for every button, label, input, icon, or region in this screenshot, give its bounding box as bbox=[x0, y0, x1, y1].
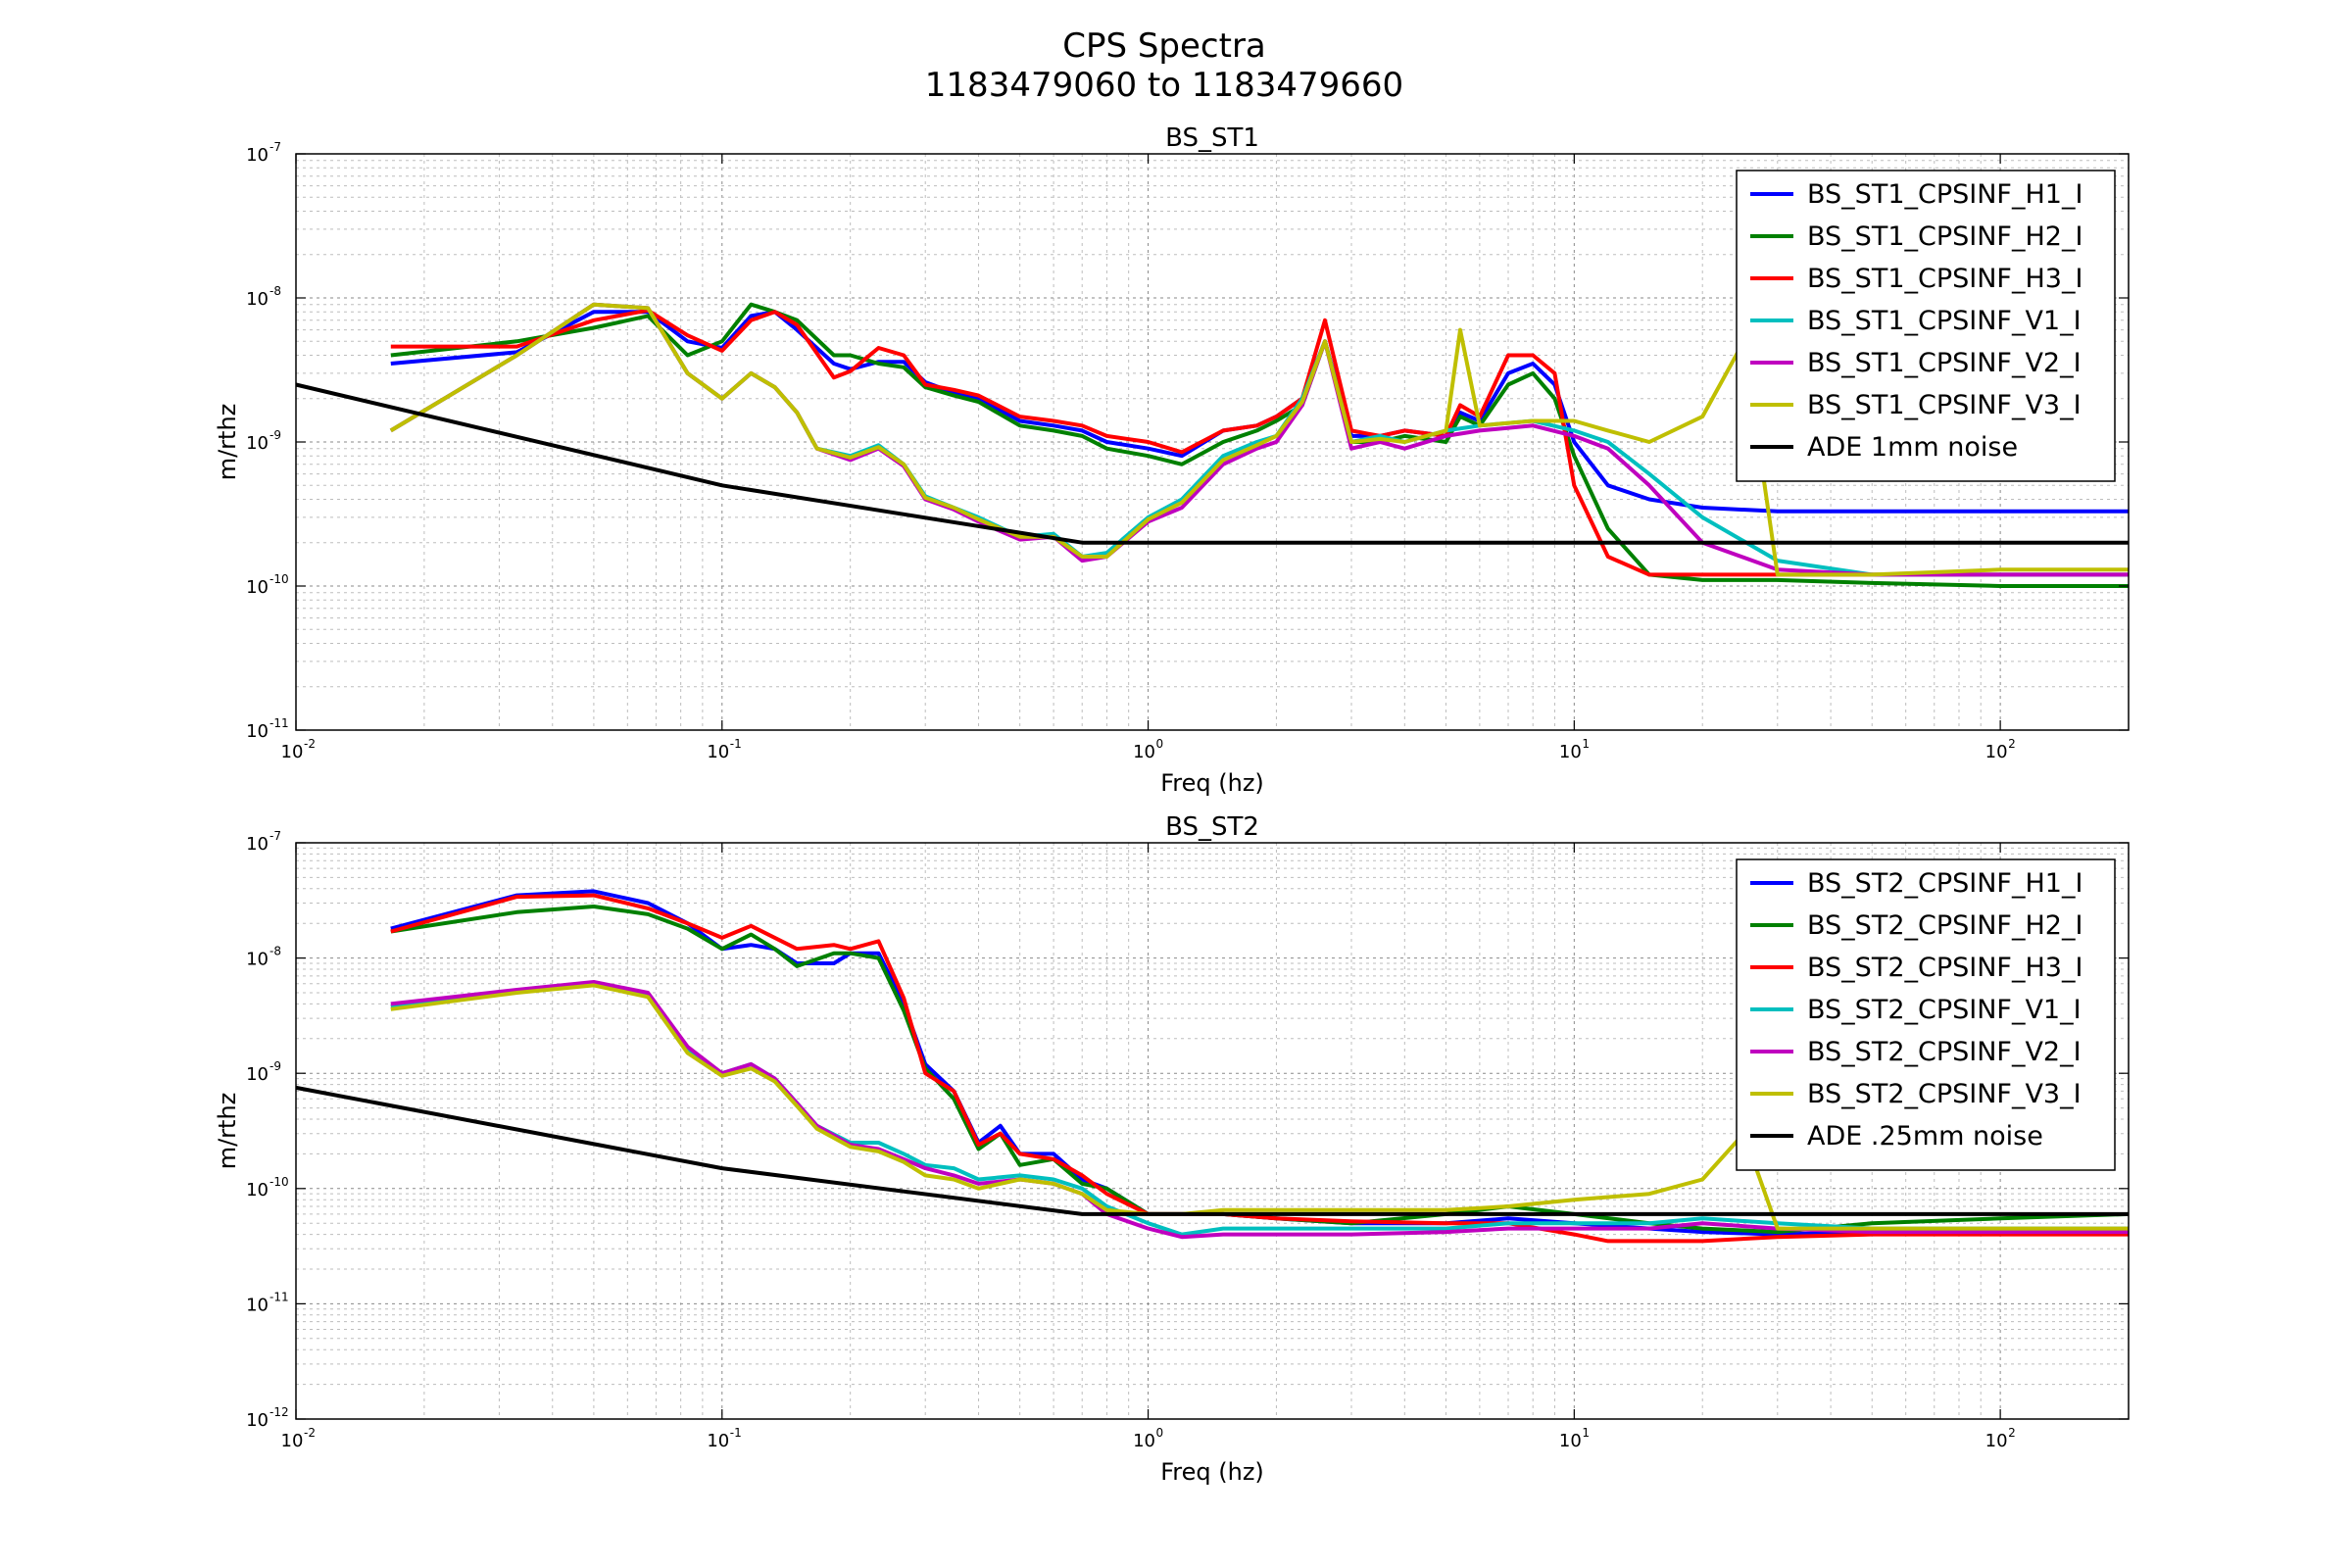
x-tick-label-exponent: 1 bbox=[1582, 737, 1590, 751]
y-tick-label-exponent: -7 bbox=[270, 829, 281, 843]
x-tick-label: 10 bbox=[707, 742, 729, 762]
x-tick-label: 10 bbox=[281, 742, 304, 762]
y-tick-label: 10 bbox=[246, 834, 269, 855]
series-line-bs-st2-cpsinf-v3-i bbox=[390, 983, 2129, 1231]
y-tick-label: 10 bbox=[246, 950, 269, 970]
x-tick-label-exponent: 0 bbox=[1156, 737, 1164, 751]
legend-label-bs-st2-cpsinf-h1-i: BS_ST2_CPSINF_H1_I bbox=[1807, 868, 2082, 899]
legend: BS_ST1_CPSINF_H1_I BS_ST1_CPSINF_H2_I BS_S… bbox=[1736, 170, 2116, 482]
y-tick-label: 10 bbox=[246, 1064, 269, 1085]
legend-label-bs-st2-cpsinf-v1-i: BS_ST2_CPSINF_V1_I bbox=[1807, 995, 2082, 1025]
x-tick-label: 10 bbox=[707, 1431, 729, 1451]
legend-label-bs-st2-cpsinf-h3-i: BS_ST2_CPSINF_H3_I bbox=[1807, 953, 2082, 983]
y-tick-label-exponent: -8 bbox=[270, 945, 281, 958]
subplot-title: BS_ST2 bbox=[1165, 812, 1259, 842]
series-line-bs-st2-cpsinf-h3-i bbox=[390, 893, 2129, 1244]
y-tick-label-exponent: -9 bbox=[270, 1059, 281, 1073]
x-tick-label: 10 bbox=[1985, 1431, 2008, 1451]
y-tick-label: 10 bbox=[246, 1180, 269, 1200]
x-tick-label-exponent: 1 bbox=[1582, 1426, 1590, 1440]
legend-label-ade-1mm-noise: ADE 1mm noise bbox=[1807, 432, 2018, 463]
x-tick-label-exponent: -1 bbox=[730, 1426, 742, 1440]
y-tick-label-exponent: -7 bbox=[270, 140, 281, 154]
x-tick-label-exponent: 2 bbox=[2008, 737, 2016, 751]
x-tick-label: 10 bbox=[1559, 1431, 1582, 1451]
series-line-bs-st2-cpsinf-h2-i bbox=[390, 905, 2130, 1235]
legend-box bbox=[1736, 858, 2116, 1171]
legend-label-bs-st2-cpsinf-v2-i: BS_ST2_CPSINF_V2_I bbox=[1807, 1037, 2082, 1067]
y-tick-label: 10 bbox=[246, 577, 269, 598]
figure-title: CPS Spectra bbox=[1062, 26, 1266, 66]
y-tick-label-exponent: -9 bbox=[270, 428, 281, 442]
axes-frame bbox=[295, 842, 2130, 1420]
x-tick-label-exponent: 2 bbox=[2008, 1426, 2016, 1440]
y-tick-label-exponent: -11 bbox=[270, 1290, 289, 1303]
x-tick-label-exponent: 0 bbox=[1156, 1426, 1164, 1440]
series-line-bs-st1-cpsinf-v3-i bbox=[389, 302, 2129, 577]
legend-label-bs-st1-cpsinf-v3-i: BS_ST1_CPSINF_V3_I bbox=[1807, 390, 2082, 420]
series-group bbox=[295, 302, 2129, 588]
legend-label-bs-st1-cpsinf-v1-i: BS_ST1_CPSINF_V1_I bbox=[1807, 306, 2082, 336]
legend-label-bs-st1-cpsinf-h1-i: BS_ST1_CPSINF_H1_I bbox=[1807, 179, 2082, 210]
subplot-title: BS_ST1 bbox=[1165, 123, 1259, 153]
figure-subtitle: 1183479060 to 1183479660 bbox=[925, 66, 1403, 105]
y-tick-label-exponent: -12 bbox=[270, 1405, 289, 1419]
y-tick-label-exponent: -10 bbox=[270, 1175, 289, 1189]
y-axis-label: m/rthz bbox=[214, 1093, 241, 1170]
legend-label-ade-25mm-noise: ADE .25mm noise bbox=[1807, 1121, 2043, 1152]
x-tick-label-exponent: -1 bbox=[730, 737, 742, 751]
legend-label-bs-st2-cpsinf-h2-i: BS_ST2_CPSINF_H2_I bbox=[1807, 910, 2082, 941]
legend-label-bs-st2-cpsinf-v3-i: BS_ST2_CPSINF_V3_I bbox=[1807, 1079, 2082, 1109]
y-axis-label: m/rthz bbox=[214, 404, 241, 481]
y-tick-label: 10 bbox=[246, 289, 269, 310]
y-tick-label: 10 bbox=[246, 1410, 269, 1431]
x-axis-label: Freq (hz) bbox=[1160, 1458, 1264, 1486]
y-tick-label-exponent: -10 bbox=[270, 572, 289, 586]
x-axis-label: Freq (hz) bbox=[1160, 769, 1264, 797]
x-tick-label: 10 bbox=[1133, 1431, 1155, 1451]
legend-label-bs-st1-cpsinf-v2-i: BS_ST1_CPSINF_V2_I bbox=[1807, 348, 2082, 378]
legend-box bbox=[1736, 170, 2116, 482]
x-tick-label: 10 bbox=[1133, 742, 1155, 762]
y-tick-label: 10 bbox=[246, 433, 269, 454]
x-tick-label: 10 bbox=[281, 1431, 304, 1451]
x-tick-label: 10 bbox=[1985, 742, 2008, 762]
x-tick-label-exponent: -2 bbox=[304, 737, 316, 751]
y-tick-label: 10 bbox=[246, 1295, 269, 1315]
y-tick-label-exponent: -8 bbox=[270, 284, 281, 298]
x-tick-label: 10 bbox=[1559, 742, 1582, 762]
legend-label-bs-st1-cpsinf-h2-i: BS_ST1_CPSINF_H2_I bbox=[1807, 221, 2082, 252]
y-tick-label-exponent: -11 bbox=[270, 716, 289, 730]
series-line-ade-25mm-noise bbox=[295, 1085, 2129, 1216]
legend-label-bs-st1-cpsinf-h3-i: BS_ST1_CPSINF_H3_I bbox=[1807, 264, 2082, 294]
y-tick-label: 10 bbox=[246, 145, 269, 166]
legend: BS_ST2_CPSINF_H1_I BS_ST2_CPSINF_H2_I BS_S… bbox=[1736, 858, 2116, 1171]
y-tick-label: 10 bbox=[246, 721, 269, 742]
series-line-bs-st1-cpsinf-h3-i bbox=[390, 308, 2129, 577]
series-group bbox=[295, 889, 2130, 1244]
series-line-bs-st2-cpsinf-h1-i bbox=[390, 889, 2129, 1237]
series-line-ade-1mm-noise bbox=[295, 382, 2129, 545]
x-tick-label-exponent: -2 bbox=[304, 1426, 316, 1440]
